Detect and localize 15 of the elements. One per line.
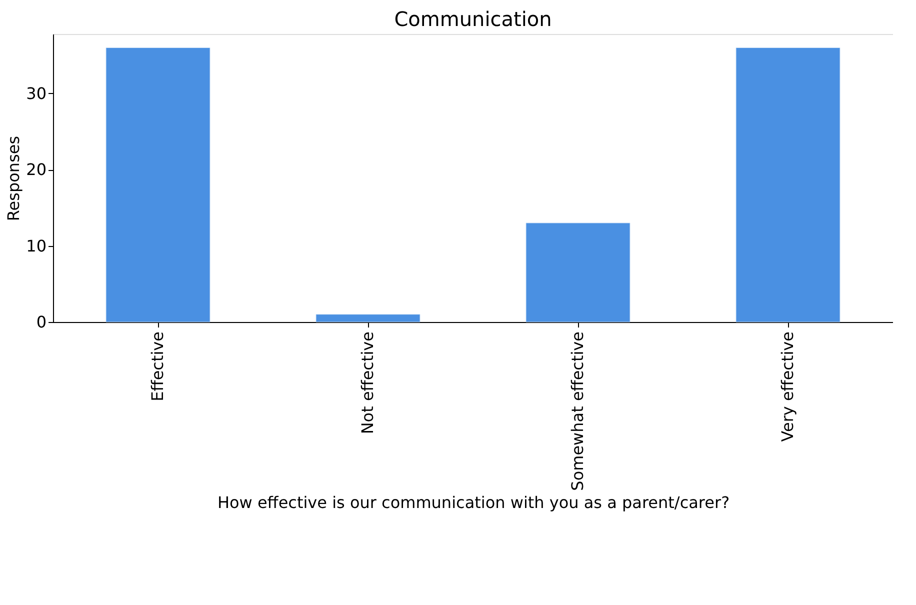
x-tick-label: Not effective: [358, 332, 377, 434]
chart-title: Communication: [394, 7, 552, 31]
bar: [736, 47, 840, 322]
x-tick-label: Very effective: [778, 332, 797, 442]
y-axis-title: Responses: [4, 136, 24, 222]
y-tick-label: 30: [26, 84, 46, 103]
x-tick-label: Somewhat effective: [568, 332, 587, 491]
x-tick-label: Effective: [148, 332, 167, 402]
y-tick-label: 0: [36, 312, 46, 332]
bar: [316, 314, 420, 322]
bar: [106, 47, 210, 322]
y-tick-label: 10: [26, 236, 46, 256]
x-axis-title: How effective is our communication with you as a parent/carer?: [217, 492, 730, 512]
bar: [526, 222, 630, 322]
y-tick-label: 20: [26, 160, 46, 180]
